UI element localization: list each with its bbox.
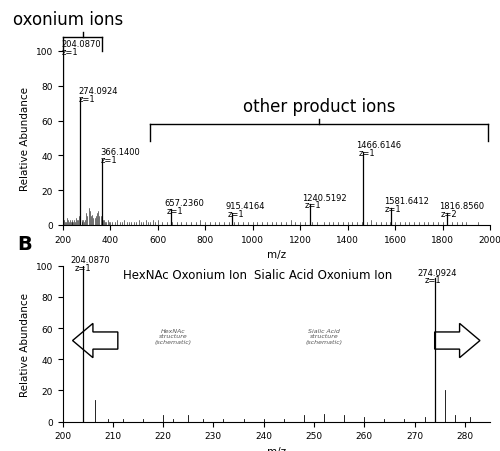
Text: z=1: z=1 xyxy=(385,204,402,213)
Text: Sialic Acid Oxonium Ion: Sialic Acid Oxonium Ion xyxy=(254,269,392,281)
Text: z=1: z=1 xyxy=(424,276,441,285)
Y-axis label: Relative Abundance: Relative Abundance xyxy=(20,292,30,396)
Text: z=1: z=1 xyxy=(358,149,376,158)
Text: z=1: z=1 xyxy=(100,156,117,165)
Text: 274.0924: 274.0924 xyxy=(417,268,457,277)
Text: B: B xyxy=(18,235,32,254)
Polygon shape xyxy=(72,324,118,358)
Text: 204.0870: 204.0870 xyxy=(62,40,101,49)
Text: z=1: z=1 xyxy=(166,206,183,215)
Text: 657.2360: 657.2360 xyxy=(164,198,204,207)
Text: z=1: z=1 xyxy=(75,263,92,272)
Text: 1240.5192: 1240.5192 xyxy=(302,193,347,202)
Text: 1466.6146: 1466.6146 xyxy=(356,141,402,150)
X-axis label: m/z: m/z xyxy=(266,250,286,260)
Text: HexNAc
structure
(schematic): HexNAc structure (schematic) xyxy=(154,328,192,345)
Text: 274.0924: 274.0924 xyxy=(78,87,118,96)
Text: 204.0870: 204.0870 xyxy=(70,256,110,265)
Text: oxonium ions: oxonium ions xyxy=(14,11,124,29)
Text: 366.1400: 366.1400 xyxy=(100,148,140,157)
X-axis label: m/z: m/z xyxy=(266,446,286,451)
Text: z=1: z=1 xyxy=(62,48,78,57)
Text: z=1: z=1 xyxy=(304,201,321,210)
Y-axis label: Relative Abundance: Relative Abundance xyxy=(20,87,30,191)
Text: z=1: z=1 xyxy=(228,210,244,219)
Text: z=2: z=2 xyxy=(441,210,458,219)
Text: 915.4164: 915.4164 xyxy=(226,202,266,211)
Text: HexNAc Oxonium Ion: HexNAc Oxonium Ion xyxy=(123,269,247,281)
Text: Sialic Acid
structure
(schematic): Sialic Acid structure (schematic) xyxy=(306,328,343,345)
Text: other product ions: other product ions xyxy=(243,98,395,116)
Text: 1816.8560: 1816.8560 xyxy=(439,202,484,211)
Text: z=1: z=1 xyxy=(78,95,96,104)
Polygon shape xyxy=(434,324,480,358)
Text: 1581.6412: 1581.6412 xyxy=(384,197,428,206)
